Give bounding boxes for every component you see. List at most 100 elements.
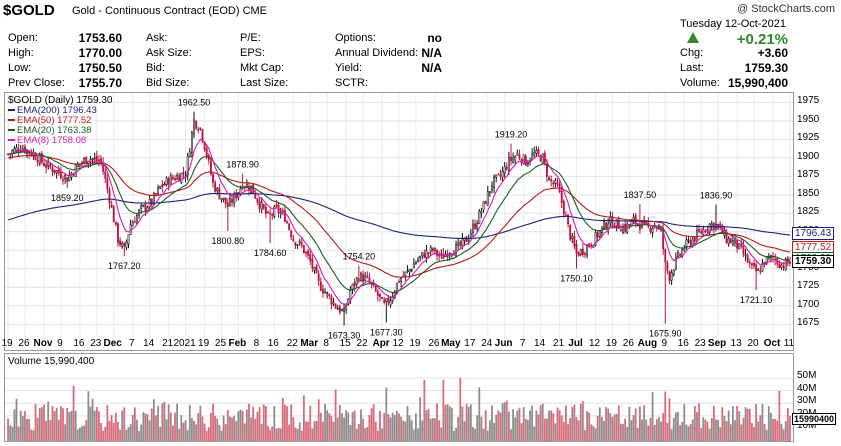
- volume-bar: [347, 412, 350, 441]
- candle-body: [507, 157, 510, 171]
- candle-body: [362, 273, 365, 283]
- volume-chart-panel[interactable]: Volume 15,990,400: [4, 353, 794, 442]
- candle-body: [85, 156, 88, 165]
- volume-bar: [491, 405, 493, 441]
- volume-bar: [567, 424, 569, 441]
- volume-bar: [307, 421, 310, 441]
- volume-bar: [550, 410, 553, 441]
- candle-body: [748, 261, 751, 264]
- volume-bar: [734, 420, 736, 441]
- candle-body: [478, 210, 481, 224]
- price-chart[interactable]: 1859.20 1767.20 1962.50 1800.80 1878.90 1784.…: [5, 93, 793, 350]
- candle-body: [488, 191, 491, 194]
- volume-bar: [53, 411, 56, 441]
- candle-body: [241, 186, 244, 190]
- candle-body: [336, 308, 339, 310]
- volume-bar: [142, 412, 145, 441]
- candle-body: [290, 230, 293, 238]
- candle-body: [38, 154, 41, 164]
- candle-body: [569, 224, 572, 240]
- x-tick-label: 11: [783, 338, 795, 349]
- candle-body: [15, 147, 18, 151]
- volume-bar: [736, 405, 739, 441]
- volume-bar: [537, 414, 540, 441]
- volume-bar: [531, 405, 534, 441]
- candle-body: [171, 177, 174, 179]
- volume-bar: [17, 426, 20, 441]
- volume-bar: [245, 409, 248, 441]
- volume-bar: [319, 412, 322, 441]
- candle-body: [619, 229, 622, 232]
- x-tick-label: Feb: [228, 338, 247, 349]
- volume-bar: [402, 420, 405, 441]
- ema8-line: [8, 138, 790, 306]
- price-annotation: 1750.10: [560, 274, 593, 284]
- candle-body: [66, 177, 69, 183]
- candle-body: [279, 212, 282, 215]
- volume-bar: [216, 418, 219, 441]
- volume-bar: [59, 406, 62, 441]
- candle-body: [465, 236, 468, 243]
- candle-body: [43, 163, 45, 167]
- quote-label: Yield:: [335, 62, 363, 74]
- candle-body: [577, 252, 580, 257]
- volume-bar: [647, 425, 650, 441]
- volume-bar: [469, 404, 472, 441]
- x-tick-label: 17: [464, 338, 476, 349]
- candle-body: [562, 201, 565, 215]
- volume-bar: [461, 406, 464, 441]
- volume-bar: [178, 428, 181, 441]
- volume-bar: [698, 403, 700, 441]
- volume-bar: [76, 429, 79, 441]
- volume-bar: [480, 416, 483, 441]
- price-chart-panel[interactable]: 1859.20 1767.20 1962.50 1800.80 1878.90 1784.…: [4, 92, 794, 351]
- quote-label: Volume:: [680, 77, 720, 89]
- volume-bar: [260, 423, 263, 441]
- volume-bar: [389, 417, 392, 441]
- volume-bar: [613, 414, 616, 441]
- x-tick-label: Sep: [707, 338, 727, 349]
- x-tick-label: Mar: [300, 338, 319, 349]
- volume-bar: [171, 425, 174, 441]
- volume-bar: [453, 430, 455, 441]
- volume-bar: [740, 424, 743, 441]
- volume-bar: [393, 415, 396, 441]
- volume-bar: [313, 421, 316, 441]
- volume-tick-label: 50M: [797, 370, 817, 382]
- volume-bar: [607, 408, 610, 441]
- candle-body: [586, 245, 589, 256]
- candle-body: [531, 153, 534, 160]
- volume-bar: [9, 425, 12, 441]
- volume-bar: [556, 407, 559, 441]
- volume-bar: [527, 420, 529, 441]
- price-tick-label: 1975: [797, 95, 820, 107]
- volume-bar: [636, 427, 639, 441]
- volume-bar: [334, 389, 337, 441]
- volume-bar: [281, 397, 284, 441]
- candle-body: [545, 163, 548, 177]
- volume-bar: [224, 424, 227, 441]
- volume-bar: [311, 428, 314, 441]
- volume-bar: [575, 417, 578, 441]
- volume-bar: [755, 404, 758, 441]
- candle-body: [176, 175, 179, 180]
- candle-body: [205, 147, 208, 157]
- candle-body: [286, 221, 288, 224]
- x-tick-label: Dec: [103, 338, 122, 349]
- volume-bar: [588, 412, 591, 441]
- volume-chart[interactable]: Volume 15,990,400: [5, 354, 793, 441]
- x-tick-label: 13: [730, 338, 742, 349]
- volume-bar: [159, 426, 162, 441]
- candle-body: [753, 262, 755, 267]
- candle-body: [575, 243, 578, 254]
- candle-body: [554, 180, 557, 184]
- volume-bar: [222, 415, 225, 441]
- price-tick-label: 1950: [797, 113, 820, 125]
- price-annotation: 1859.20: [51, 193, 84, 203]
- volume-bar: [757, 421, 760, 441]
- volume-bar: [693, 405, 696, 441]
- candle-body: [267, 211, 269, 214]
- volume-bar: [315, 420, 318, 441]
- volume-bar: [546, 418, 548, 441]
- volume-bar: [237, 411, 240, 441]
